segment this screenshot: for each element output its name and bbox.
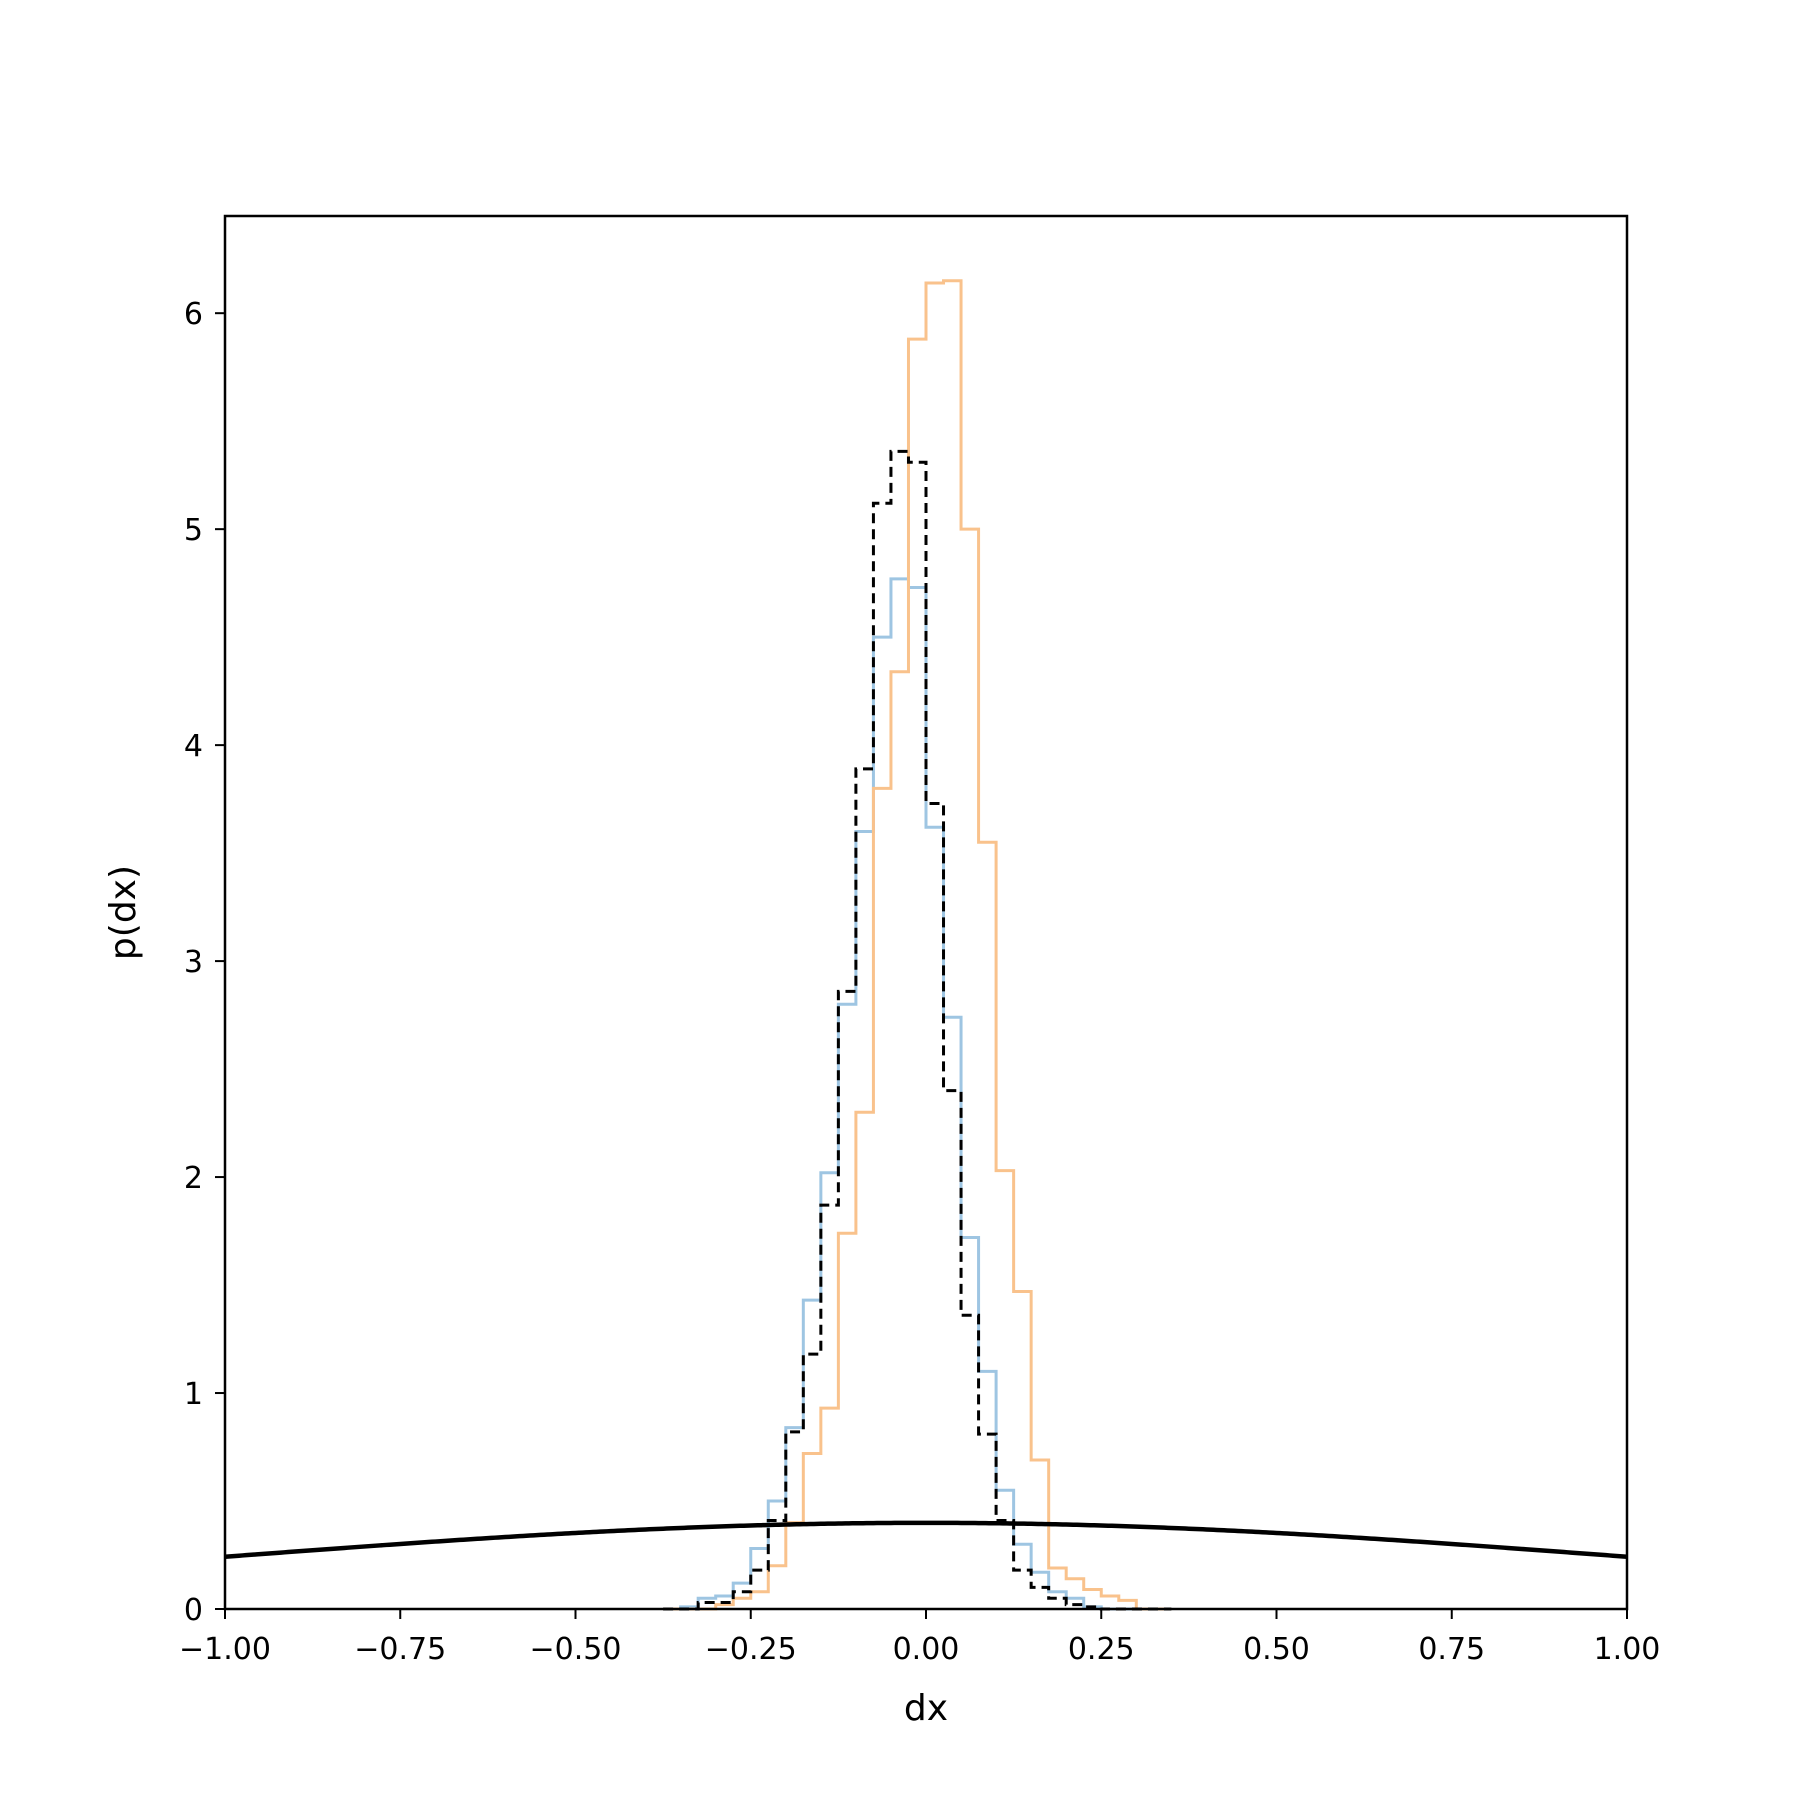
y-tick-label: 0 bbox=[184, 1593, 203, 1628]
y-tick-label: 4 bbox=[184, 729, 203, 764]
y-tick-label: 6 bbox=[184, 297, 203, 332]
y-tick-label: 3 bbox=[184, 945, 203, 980]
x-tick-label: 0.50 bbox=[1243, 1632, 1310, 1667]
y-tick-label: 1 bbox=[184, 1377, 203, 1412]
x-axis-label: dx bbox=[904, 1688, 948, 1729]
x-tick-label: −0.25 bbox=[705, 1632, 797, 1667]
series-1-histogram-step bbox=[663, 279, 1172, 1611]
series-layer bbox=[224, 279, 1628, 1611]
x-tick-label: 0.75 bbox=[1418, 1632, 1485, 1667]
x-tick-label: 1.00 bbox=[1594, 1632, 1661, 1667]
x-tick-label: −1.00 bbox=[179, 1632, 271, 1667]
y-tick-label: 2 bbox=[184, 1161, 203, 1196]
y-tick-label: 5 bbox=[184, 513, 203, 548]
series-2-histogram-step bbox=[663, 449, 1172, 1611]
y-axis-label: p(dx) bbox=[103, 865, 144, 960]
x-tick-label: −0.75 bbox=[354, 1632, 446, 1667]
axis-layer: −1.00 −0.75 −0.50 −0.25 0.00 0.25 0.50 0.75 1.00… bbox=[179, 297, 1660, 1667]
x-tick-label: 0.25 bbox=[1068, 1632, 1135, 1667]
x-tick-label: 0.00 bbox=[893, 1632, 960, 1667]
x-tick-label: −0.50 bbox=[530, 1632, 622, 1667]
series-3-normal-curve bbox=[224, 1520, 1628, 1559]
